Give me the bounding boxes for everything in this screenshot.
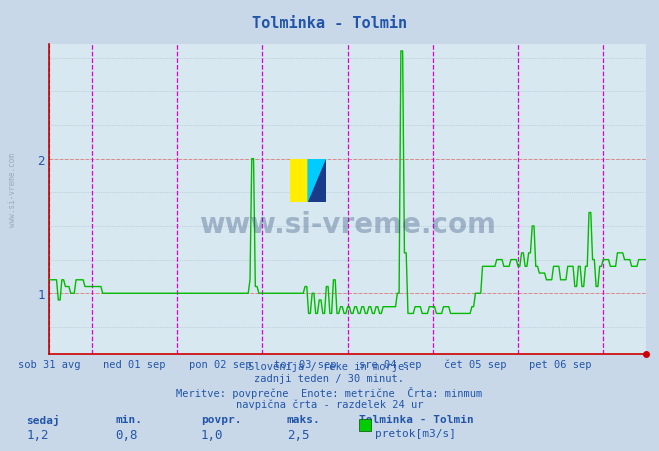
Text: min.: min. xyxy=(115,414,142,424)
Polygon shape xyxy=(308,160,326,203)
Text: maks.: maks. xyxy=(287,414,320,424)
Polygon shape xyxy=(290,160,308,203)
Text: 1,0: 1,0 xyxy=(201,428,223,442)
Text: navpična črta - razdelek 24 ur: navpična črta - razdelek 24 ur xyxy=(236,399,423,409)
Text: Tolminka - Tolmin: Tolminka - Tolmin xyxy=(359,414,474,424)
Text: www.si-vreme.com: www.si-vreme.com xyxy=(8,152,17,226)
Text: 1,2: 1,2 xyxy=(26,428,49,442)
Text: zadnji teden / 30 minut.: zadnji teden / 30 minut. xyxy=(254,373,405,383)
Text: povpr.: povpr. xyxy=(201,414,241,424)
Text: 2,5: 2,5 xyxy=(287,428,309,442)
Text: Slovenija / reke in morje.: Slovenija / reke in morje. xyxy=(248,361,411,371)
Text: Meritve: povprečne  Enote: metrične  Črta: minmum: Meritve: povprečne Enote: metrične Črta:… xyxy=(177,386,482,398)
Text: sedaj: sedaj xyxy=(26,414,60,425)
Text: pretok[m3/s]: pretok[m3/s] xyxy=(375,428,456,438)
Text: 0,8: 0,8 xyxy=(115,428,138,442)
Text: Tolminka - Tolmin: Tolminka - Tolmin xyxy=(252,16,407,31)
Polygon shape xyxy=(308,160,326,203)
Text: www.si-vreme.com: www.si-vreme.com xyxy=(199,210,496,238)
